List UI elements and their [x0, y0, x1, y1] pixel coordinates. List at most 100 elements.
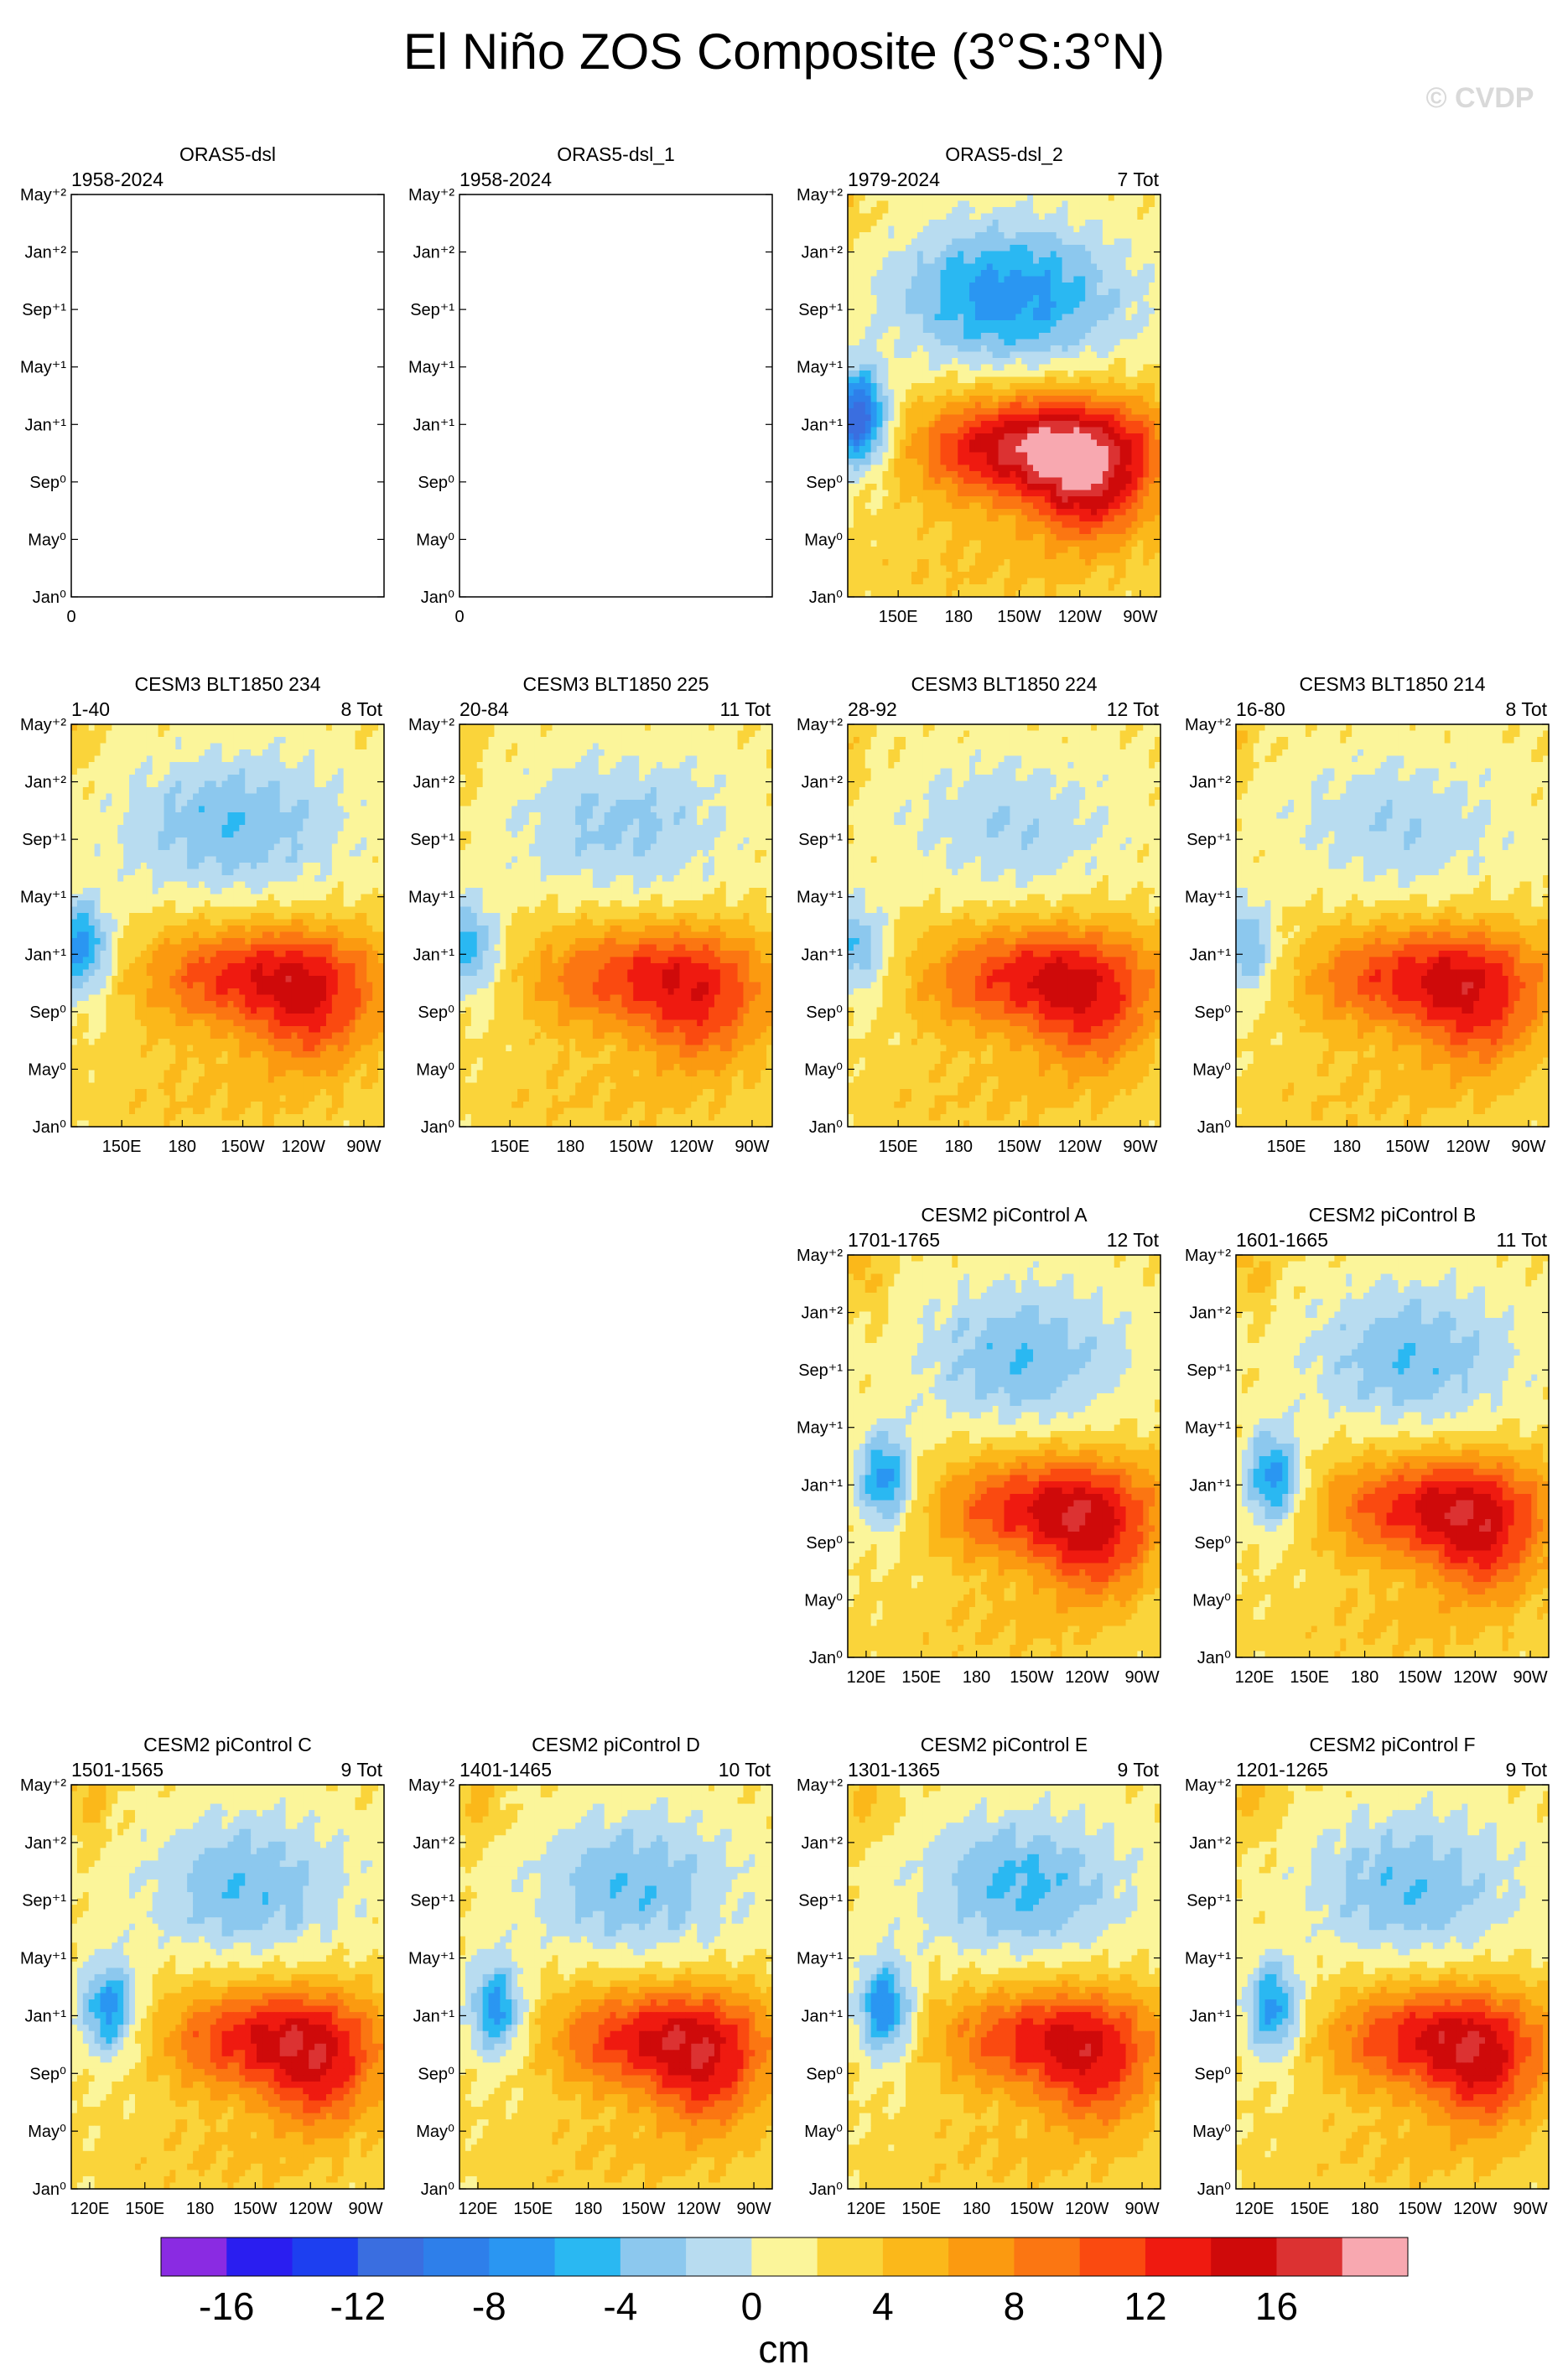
- heatmap-cell: [1126, 390, 1133, 397]
- heatmap-cell: [251, 850, 257, 857]
- heatmap-cell: [1010, 194, 1016, 201]
- heatmap-cell: [1137, 396, 1144, 402]
- heatmap-cell: [222, 787, 229, 794]
- heatmap-cell: [917, 396, 924, 402]
- heatmap-cell: [181, 775, 188, 781]
- heatmap-cell: [952, 459, 958, 465]
- heatmap-cell: [1045, 453, 1051, 459]
- heatmap-cell: [963, 320, 970, 327]
- heatmap-cell: [900, 559, 906, 566]
- heatmap-cell: [1021, 327, 1028, 334]
- heatmap-cell: [129, 825, 136, 832]
- heatmap-cell: [1149, 415, 1155, 422]
- heatmap-cell: [1131, 320, 1138, 327]
- heatmap-cell: [1027, 383, 1034, 390]
- heatmap-cell: [274, 837, 281, 844]
- heatmap-cell: [917, 264, 924, 271]
- heatmap-cell: [1005, 566, 1011, 573]
- heatmap-cell: [1005, 534, 1011, 541]
- heatmap-cell: [923, 578, 930, 585]
- heatmap-cell: [1045, 314, 1051, 321]
- heatmap-cell: [1103, 440, 1109, 447]
- heatmap-cell: [332, 819, 339, 826]
- heatmap-cell: [969, 207, 976, 214]
- heatmap-cell: [1073, 421, 1080, 428]
- heatmap-cell: [981, 541, 988, 547]
- heatmap-cell: [1073, 534, 1080, 541]
- heatmap-cell: [291, 812, 298, 819]
- heatmap-cell: [106, 832, 112, 838]
- heatmap-cell: [882, 333, 889, 340]
- heatmap-cell: [923, 453, 930, 459]
- heatmap-cell: [1091, 578, 1098, 585]
- heatmap-cell: [233, 863, 240, 869]
- heatmap-cell: [1005, 415, 1011, 422]
- heatmap-cell: [1015, 534, 1022, 541]
- heatmap-cell: [187, 800, 194, 806]
- heatmap-cell: [164, 863, 171, 869]
- heatmap-cell: [1126, 308, 1133, 314]
- heatmap-cell: [952, 402, 958, 409]
- heatmap-cell: [158, 756, 165, 763]
- panel-grid: ORAS5-dsl1958-2024Jan⁰May⁰Sep⁰Jan⁺¹May⁺¹…: [20, 143, 1550, 2218]
- heatmap-cell: [935, 352, 942, 359]
- heatmap-cell: [314, 850, 321, 857]
- heatmap-cell: [1079, 345, 1086, 352]
- heatmap-cell: [222, 762, 229, 769]
- heatmap-cell: [1027, 245, 1034, 251]
- heatmap-cell: [1039, 534, 1046, 541]
- heatmap-cell: [314, 812, 321, 819]
- heatmap-cell: [77, 875, 84, 882]
- heatmap-cell: [1120, 490, 1127, 497]
- heatmap-cell: [291, 800, 298, 806]
- heatmap-cell: [888, 390, 895, 397]
- heatmap-cell: [999, 270, 1005, 277]
- heatmap-cell: [906, 245, 912, 251]
- heatmap-cell: [1051, 220, 1057, 226]
- heatmap-cell: [923, 239, 930, 246]
- heatmap-cell: [1051, 371, 1057, 377]
- heatmap-cell: [262, 762, 269, 769]
- heatmap-cell: [309, 825, 315, 832]
- heatmap-cell: [1079, 534, 1086, 541]
- heatmap-cell: [314, 806, 321, 813]
- heatmap-cell: [164, 844, 171, 851]
- heatmap-cell: [906, 559, 912, 566]
- heatmap-cell: [906, 433, 912, 440]
- heatmap-cell: [993, 371, 999, 377]
- heatmap-cell: [1039, 327, 1046, 334]
- heatmap-cell: [859, 214, 866, 220]
- heatmap-cell: [946, 333, 953, 340]
- heatmap-cell: [981, 528, 988, 535]
- heatmap-cell: [865, 377, 872, 384]
- heatmap-cell: [1103, 528, 1109, 535]
- heatmap-cell: [1045, 446, 1051, 453]
- heatmap-cell: [344, 800, 350, 806]
- heatmap-cell: [83, 787, 90, 794]
- heatmap-cell: [83, 781, 90, 788]
- heatmap-cell: [1010, 232, 1016, 239]
- heatmap-cell: [257, 882, 263, 889]
- heatmap-cell: [1114, 327, 1121, 334]
- heatmap-cell: [257, 819, 263, 826]
- heatmap-cell: [181, 882, 188, 889]
- heatmap-cell: [1045, 207, 1051, 214]
- heatmap-cell: [929, 239, 936, 246]
- heatmap-cell: [877, 390, 884, 397]
- heatmap-cell: [169, 787, 176, 794]
- heatmap-cell: [1085, 541, 1092, 547]
- heatmap-cell: [900, 194, 906, 201]
- heatmap-cell: [1114, 239, 1121, 246]
- heatmap-cell: [1114, 484, 1121, 490]
- heatmap-cell: [1062, 584, 1069, 591]
- heatmap-cell: [1015, 459, 1022, 465]
- heatmap-cell: [882, 553, 889, 560]
- heatmap-cell: [1033, 465, 1040, 472]
- heatmap-cell: [1021, 547, 1028, 553]
- heatmap-cell: [216, 800, 223, 806]
- heatmap-cell: [210, 857, 217, 863]
- heatmap-cell: [123, 762, 130, 769]
- heatmap-cell: [239, 756, 246, 763]
- heatmap-cell: [963, 302, 970, 309]
- heatmap-cell: [929, 440, 936, 447]
